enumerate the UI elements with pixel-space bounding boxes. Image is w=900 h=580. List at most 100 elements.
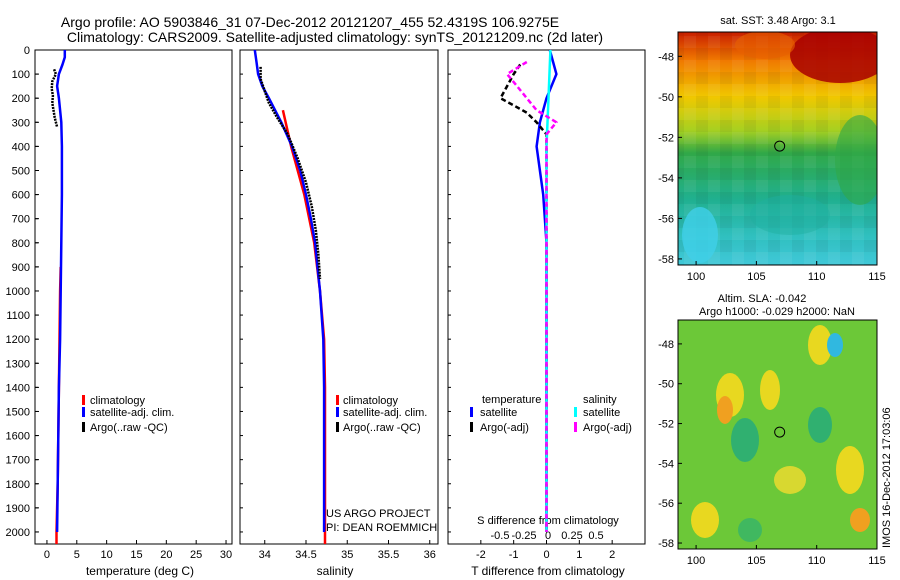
depth-tick-label: 2000: [6, 527, 30, 539]
sla-positive-patch: [691, 502, 719, 538]
lat-tick-label: -52: [658, 419, 674, 431]
sst-cyan-patch: [682, 207, 718, 263]
legend-swatch-argo: [336, 422, 339, 432]
lon-tick-label: 100: [687, 555, 705, 567]
lon-tick-label: 100: [687, 271, 705, 283]
depth-tick-label: 1800: [6, 479, 30, 491]
lat-tick-label: -48: [658, 51, 674, 63]
sla-map-title-line1: Altim. SLA: -0.042: [718, 293, 807, 305]
legend-swatch-temp-argo: [470, 422, 473, 432]
x-tick-label: 0: [543, 549, 549, 561]
lat-tick-label: -56: [658, 213, 674, 225]
imos-timestamp-label: IMOS 16-Dec-2012 17:03:06: [881, 407, 893, 548]
x-tick-label: 10: [101, 549, 113, 561]
legend-swatch-satellite-adj: [82, 407, 85, 417]
t-difference-label: T difference from climatology: [471, 564, 625, 578]
legend-label-argo: Argo(..raw -QC): [90, 422, 168, 434]
legend-swatch-climatology: [82, 395, 85, 405]
lon-tick-label: 110: [808, 271, 826, 283]
lat-tick-label: -48: [658, 339, 674, 351]
sla-positive-patch: [836, 446, 864, 494]
x-tick-label: 34.5: [295, 549, 316, 561]
series-line-salinity-argo-adj: [505, 60, 558, 532]
x-tick-label: 36: [424, 549, 436, 561]
legend-label-climatology: climatology: [90, 395, 146, 407]
legend-label-satellite-adj: satellite-adj. clim.: [90, 407, 174, 419]
x-tick-label: 30: [220, 549, 232, 561]
depth-tick-label: 1500: [6, 406, 30, 418]
figure-title-line2: Climatology: CARS2009. Satellite-adjuste…: [67, 29, 603, 45]
x-tick-label: 1: [576, 549, 582, 561]
x-tick-label: 5: [74, 549, 80, 561]
temperature-legend: climatology satellite-adj. clim. Argo(..…: [82, 395, 174, 434]
x-tick-label: 20: [160, 549, 172, 561]
x-tick-label: 35: [341, 549, 353, 561]
sst-map-axes: 100 105 110 115 -48 -50 -52 -54 -56 -58: [658, 51, 886, 283]
sla-negative-patch: [827, 333, 843, 357]
salinity-panel: 34 34.5 35 35.5 36 salinity climatology sate…: [239, 49, 439, 578]
legend-label-temp-argo: Argo(-adj): [480, 422, 529, 434]
s-tick-label: -0.5: [491, 530, 510, 542]
depth-axis: 0 100 200 300 400 500 600 700 800 900 1000 1100 1200…: [6, 45, 39, 539]
x-tick-label: 34: [259, 549, 271, 561]
s-tick-label: 0.5: [588, 530, 603, 542]
sst-map-frame: [677, 31, 878, 266]
sla-positive-patch: [717, 396, 733, 424]
depth-tick-label: 1100: [6, 310, 30, 322]
argo-location-marker: [774, 426, 786, 438]
lon-tick-label: 115: [868, 555, 886, 567]
sla-positive-patch: [850, 508, 870, 532]
salinity-legend: climatology satellite-adj. clim. Argo(..…: [336, 395, 427, 434]
temperature-x-label: temperature (deg C): [86, 564, 194, 578]
depth-tick-label: 1400: [6, 382, 30, 394]
legend-label-climatology: climatology: [343, 395, 399, 407]
project-annotation-line1: US ARGO PROJECT: [326, 508, 431, 520]
salinity-x-label: salinity: [317, 564, 354, 578]
figure-title-line1: Argo profile: AO 5903846_31 07-Dec-2012 …: [61, 14, 559, 30]
x-tick-label: 25: [190, 549, 202, 561]
depth-tick-label: 0: [24, 45, 30, 57]
argo-location-marker: [774, 140, 786, 152]
lon-tick-label: 105: [747, 271, 765, 283]
sla-positive-patch: [760, 370, 780, 410]
legend-swatch-sal-satellite: [574, 407, 577, 417]
legend-label-satellite-adj: satellite-adj. clim.: [343, 407, 427, 419]
sst-map-panel: sat. SST: 3.48 Argo: 3.1 100 105 110 115 -48…: [658, 15, 886, 283]
sla-map-title-line2: Argo h1000: -0.029 h2000: NaN: [699, 306, 855, 318]
sst-cyan-patch: [750, 195, 830, 235]
sla-negative-patch: [738, 518, 762, 542]
x-tick-label: 15: [130, 549, 142, 561]
difference-x-axis: -2 -1 0 1 2: [448, 49, 615, 561]
x-tick-label: 35.5: [378, 549, 399, 561]
series-line-argo-raw-qc: [50, 68, 59, 128]
sla-map-panel: Altim. SLA: -0.042 Argo h1000: -0.029 h2…: [658, 293, 893, 567]
depth-tick-label: 1700: [6, 455, 30, 467]
legend-title-salinity: salinity: [583, 394, 617, 406]
x-tick-label: -2: [476, 549, 486, 561]
depth-tick-label: 100: [12, 69, 30, 81]
depth-tick-label: 700: [12, 214, 30, 226]
s-tick-label: 0: [545, 530, 551, 542]
temperature-axes-box: [34, 49, 233, 545]
legend-swatch-climatology: [336, 395, 339, 405]
sla-negative-patch: [808, 407, 832, 443]
legend-label-temp-satellite: satellite: [480, 407, 517, 419]
x-tick-label: 0: [44, 549, 50, 561]
depth-tick-label: 1900: [6, 503, 30, 515]
depth-tick-label: 600: [12, 190, 30, 202]
x-tick-label: 2: [609, 549, 615, 561]
sla-positive-patch: [808, 325, 832, 365]
s-tick-label: -0.25: [511, 530, 536, 542]
depth-tick-label: 800: [12, 238, 30, 250]
salinity-x-axis: 34 34.5 35 35.5 36: [240, 49, 436, 561]
series-line-argo-raw-qc: [259, 66, 322, 279]
s-difference-label: S difference from climatology: [477, 515, 619, 527]
lon-tick-label: 110: [808, 555, 826, 567]
legend-label-argo: Argo(..raw -QC): [343, 422, 421, 434]
legend-swatch-argo: [82, 422, 85, 432]
s-tick-label: 0.25: [561, 530, 582, 542]
legend-title-temperature: temperature: [482, 394, 541, 406]
sst-map-title: sat. SST: 3.48 Argo: 3.1: [720, 15, 836, 27]
sst-green-patch: [835, 115, 877, 205]
project-annotation-line2: PI: DEAN ROEMMICH: [326, 522, 437, 534]
